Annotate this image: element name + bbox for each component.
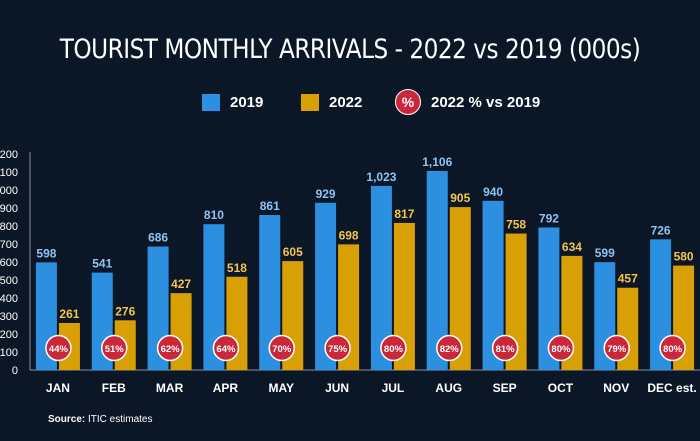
pct-badge [659, 334, 686, 362]
data-label-2022: 605 [283, 245, 303, 259]
pct-label: 80% [663, 344, 683, 355]
data-label-2019: 1,023 [366, 170, 396, 184]
bar-2022 [393, 222, 415, 370]
data-label-2019: 861 [260, 199, 280, 213]
bar-2019 [482, 200, 504, 370]
x-tick-label: AUG [435, 381, 462, 395]
data-label-2022: 817 [394, 207, 414, 221]
pct-badge [491, 334, 519, 362]
y-tick-label: 500 [0, 275, 18, 287]
data-label-2019: 598 [36, 246, 56, 260]
x-tick-label: APR [213, 381, 239, 395]
data-label-2019: 1,106 [422, 155, 452, 169]
bar-2019 [315, 202, 337, 370]
pct-label: 70% [272, 344, 292, 355]
bar-2019 [426, 170, 448, 370]
bar-2022 [505, 233, 527, 370]
y-tick-label: 1,100 [0, 167, 18, 179]
pct-badge [212, 334, 240, 362]
legend-label-2019: 2019 [230, 93, 264, 111]
data-label-2022: 905 [450, 191, 470, 205]
pct-badge [380, 334, 407, 362]
pct-label: 80% [551, 344, 571, 355]
data-label-2019: 792 [539, 211, 559, 225]
source-label: Source: [48, 414, 86, 425]
pct-label: 64% [216, 344, 236, 355]
x-tick-label: MAR [156, 381, 184, 395]
y-tick-label: 800 [0, 221, 18, 233]
bar-2019 [203, 224, 225, 370]
pct-badge [547, 334, 575, 362]
y-tick-label: 600 [0, 257, 18, 269]
data-label-2022: 457 [618, 272, 638, 286]
pct-badge [268, 334, 295, 362]
legend-swatch-2019 [202, 93, 220, 111]
x-tick-label: MAY [268, 381, 294, 395]
pct-label: 80% [384, 344, 404, 355]
data-label-2022: 698 [339, 228, 359, 242]
x-tick-label: NOV [603, 381, 629, 395]
pct-label: 82% [440, 344, 460, 355]
data-label-2022: 518 [227, 261, 247, 275]
y-tick-label: 300 [0, 311, 18, 323]
pct-label: 81% [496, 344, 516, 355]
pct-label: 51% [105, 344, 125, 355]
data-label-2022: 634 [562, 240, 582, 254]
legend-label-pct: 2022 % vs 2019 [431, 93, 541, 111]
x-tick-label: JAN [46, 381, 70, 395]
bar-2019 [259, 215, 281, 370]
y-tick-label: 1,200 [0, 149, 18, 161]
pct-badge [603, 334, 630, 362]
legend-item-pct: % 2022 % vs 2019 [395, 88, 540, 116]
y-tick-label: 700 [0, 239, 18, 251]
chart-title: TOURIST MONTHLY ARRIVALS - 2022 vs 2019 … [59, 34, 641, 65]
bar-2019 [370, 185, 392, 370]
y-tick-label: 100 [0, 347, 18, 359]
pct-label: 44% [49, 344, 69, 355]
y-tick-label: 900 [0, 203, 18, 215]
legend-swatch-2022 [301, 93, 319, 111]
legend: 2019 2022 % 2022 % vs 2019 [0, 88, 700, 118]
y-tick-label: 200 [0, 329, 18, 341]
data-label-2022: 261 [59, 307, 79, 321]
data-label-2019: 810 [204, 208, 224, 222]
data-label-2019: 929 [316, 187, 336, 201]
y-tick-label: 1,000 [0, 185, 18, 197]
data-label-2019: 940 [483, 185, 503, 199]
pct-badge [324, 334, 351, 362]
legend-item-2022: 2022 [301, 88, 362, 116]
bar-2019 [538, 227, 560, 370]
x-tick-label: OCT [548, 381, 574, 395]
x-tick-label: JUN [325, 381, 349, 395]
legend-label-2022: 2022 [329, 93, 363, 111]
data-label-2022: 427 [171, 277, 191, 291]
x-tick-label: SEP [493, 381, 517, 395]
source-note: Source: ITIC estimates [48, 414, 152, 425]
pct-label: 75% [328, 344, 348, 355]
pct-badge [436, 334, 463, 362]
pct-badge [45, 334, 72, 362]
data-label-2019: 541 [92, 257, 112, 271]
data-label-2022: 580 [674, 250, 694, 264]
source-text: ITIC estimates [88, 414, 153, 425]
data-label-2019: 599 [595, 246, 615, 260]
pct-badge [101, 334, 128, 362]
x-tick-label: DEC est. [647, 381, 696, 395]
x-tick-label: FEB [102, 381, 126, 395]
data-label-2019: 686 [148, 231, 168, 245]
legend-item-2019: 2019 [202, 88, 263, 116]
data-label-2022: 758 [506, 218, 526, 232]
pct-label: 79% [607, 344, 627, 355]
data-label-2019: 726 [651, 223, 671, 237]
data-label-2022: 276 [115, 304, 135, 318]
y-tick-label: 0 [12, 365, 18, 377]
pct-label: 62% [161, 344, 181, 355]
percent-icon: % [395, 89, 421, 115]
x-tick-label: JUL [382, 381, 405, 395]
y-tick-label: 400 [0, 293, 18, 305]
bar-2022 [449, 207, 471, 370]
pct-badge [156, 334, 184, 362]
